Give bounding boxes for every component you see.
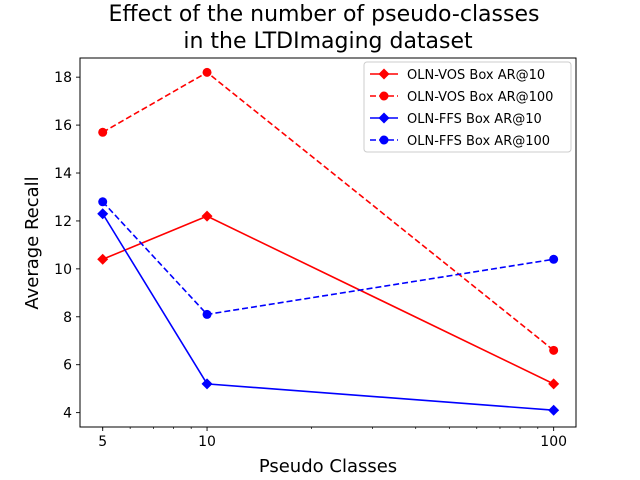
plot-area: 5 10 100 4 6 8 10 12 14 16 18 — [54, 67, 567, 450]
legend-marker — [378, 112, 390, 124]
x-tick-label: 10 — [198, 434, 216, 450]
legend: OLN-VOS Box AR@10 OLN-VOS Box AR@100 OLN-F… — [363, 61, 572, 153]
x-tick-label: 5 — [98, 434, 107, 450]
legend-label: OLN-FFS Box AR@100 — [407, 134, 550, 149]
y-tick-label: 6 — [63, 358, 72, 374]
legend-marker — [378, 68, 390, 80]
series-line-2 — [102, 213, 554, 412]
x-axis-label: Pseudo Classes — [259, 456, 397, 477]
series-line-0 — [102, 215, 555, 385]
series-0-point — [201, 210, 213, 222]
series-1-point — [202, 67, 212, 77]
y-tick-label: 16 — [54, 118, 72, 134]
plot-frame — [79, 57, 577, 428]
y-tick-label: 14 — [54, 166, 72, 182]
legend-marker — [379, 91, 389, 101]
series-3-point — [202, 309, 212, 319]
y-tick-label: 12 — [54, 214, 72, 230]
series-2-point — [201, 378, 213, 390]
legend-label: OLN-FFS Box AR@10 — [407, 112, 542, 127]
legend-box — [363, 61, 572, 153]
series-3-point — [98, 197, 108, 207]
series-0-point — [97, 253, 109, 265]
chart-title-line-2: in the LTDImaging dataset — [183, 29, 473, 54]
series-1-point — [549, 345, 559, 355]
series-line-3 — [102, 201, 554, 316]
y-tick-label: 18 — [54, 70, 72, 86]
series-3-point — [549, 254, 559, 264]
legend-marker — [379, 135, 389, 145]
series-1-point — [98, 127, 108, 137]
x-tick-label: 100 — [540, 434, 567, 450]
y-tick-label: 10 — [54, 262, 72, 278]
y-axis-label: Average Recall — [22, 176, 43, 309]
legend-label: OLN-VOS Box AR@100 — [407, 90, 553, 105]
legend-label: OLN-VOS Box AR@10 — [407, 68, 545, 83]
series-2-point — [548, 404, 560, 416]
y-tick-label: 8 — [63, 310, 72, 326]
y-tick-label: 4 — [63, 406, 72, 422]
series-0-point — [548, 378, 560, 390]
series-2-point — [97, 208, 109, 220]
chart-title-line-1: Effect of the number of pseudo-classes — [109, 2, 540, 27]
